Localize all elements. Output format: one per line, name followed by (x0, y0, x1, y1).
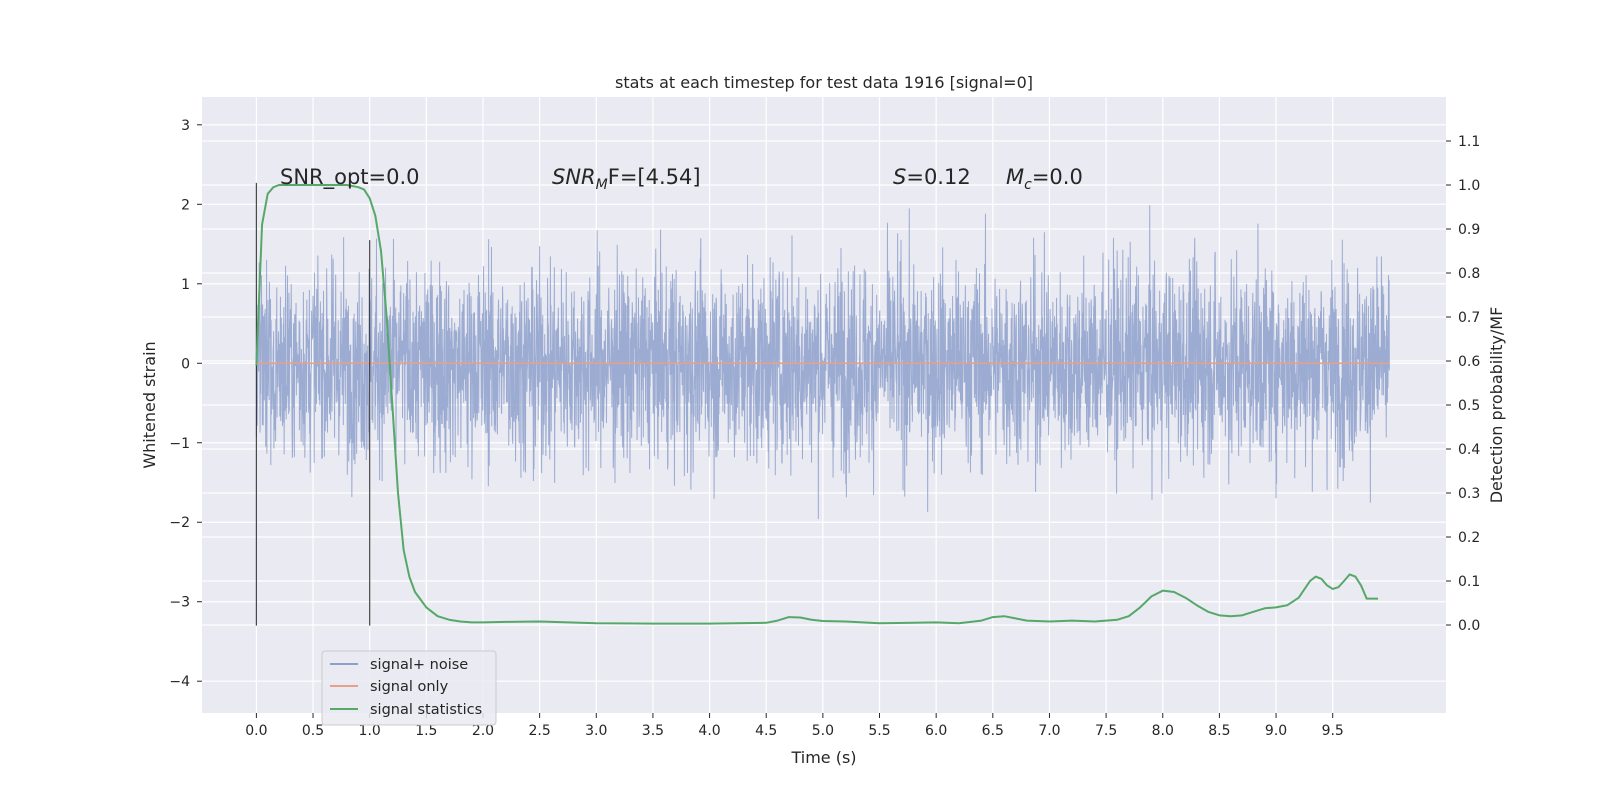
signal-statistics-series (255, 184, 1379, 625)
right-y-tick-label-5: 0.5 (1458, 398, 1480, 414)
legend-label-signal-only: signal only (370, 679, 449, 695)
x-tick-label-1: 0.5 (302, 723, 324, 739)
legend-label-signal-statistics: signal statistics (370, 702, 482, 718)
right-y-tick-label-4: 0.4 (1458, 442, 1480, 458)
right-y-tick-label-10: 1.0 (1458, 178, 1480, 194)
x-tick-label-16: 8.0 (1152, 723, 1174, 739)
x-tick-label-12: 6.0 (925, 723, 947, 739)
x-tick-label-9: 4.5 (755, 723, 777, 739)
snr-mf-prefix: SNR (552, 165, 596, 189)
x-tick-label-13: 6.5 (982, 723, 1004, 739)
y-axis-label: Whitened strain (140, 341, 159, 468)
right-y-tick-label-6: 0.6 (1458, 354, 1480, 370)
x-tick-label-17: 8.5 (1208, 723, 1230, 739)
right-y-tick-label-1: 0.1 (1458, 574, 1480, 590)
x-tick-label-7: 3.5 (642, 723, 664, 739)
mc-sub: c (1024, 177, 1032, 193)
y-tick-label-4: 0 (181, 356, 190, 372)
y-tick-label-6: 2 (181, 197, 190, 213)
s-symbol: S (893, 165, 906, 189)
right-y-gridlines (202, 140, 1446, 626)
mc-value: =0.0 (1032, 165, 1083, 189)
x-tick-label-0: 0.0 (245, 723, 267, 739)
x-tick-label-10: 5.0 (812, 723, 834, 739)
x-tick-label-2: 1.0 (359, 723, 381, 739)
x-tick-label-3: 1.5 (415, 723, 437, 739)
mc-symbol: M (1006, 165, 1024, 189)
snr-mf-suffix: F=[4.54] (608, 165, 701, 189)
x-tick-label-5: 2.5 (528, 723, 550, 739)
annotation-s: S=0.12 (893, 165, 971, 189)
annotation-snr-mf: SNRMF=[4.54] (552, 165, 701, 193)
vertical-markers (255, 182, 371, 626)
signal-noise-line (255, 205, 1390, 519)
right-y-tick-label-9: 0.9 (1458, 222, 1480, 238)
snr-mf-sub: M (596, 177, 608, 193)
y-tick-label-3: −1 (169, 436, 190, 452)
x-tick-label-8: 4.0 (698, 723, 720, 739)
signal-statistics-line (255, 184, 1379, 625)
y-tick-labels: −4 −3 −2 −1 0 1 2 3 (169, 118, 202, 690)
x-tick-labels: 0.0 0.5 1.0 1.5 2.0 2.5 3.0 3.5 4.0 4.5 5.0 5.5 6.0 6… (245, 713, 1344, 739)
s-value: =0.12 (906, 165, 970, 189)
x-tick-label-11: 5.5 (868, 723, 890, 739)
right-y-tick-label-0: 0.0 (1458, 618, 1480, 634)
signal-noise-series (255, 205, 1390, 519)
annotation-snr-opt: SNR_opt=0.0 (280, 165, 420, 190)
right-y-tick-label-3: 0.3 (1458, 486, 1480, 502)
legend-label-signal-noise: signal+ noise (370, 657, 468, 673)
legend-box (321, 650, 497, 726)
x-tick-label-15: 7.5 (1095, 723, 1117, 739)
y-tick-label-0: −4 (169, 674, 190, 690)
right-y-tick-labels: 0.0 0.1 0.2 0.3 0.4 0.5 0.6 0.7 0.8 0.9 1.0 1.1 (1446, 134, 1480, 634)
x-axis-label: Time (s) (790, 748, 856, 767)
right-y-tick-label-7: 0.7 (1458, 310, 1480, 326)
annotation-mc: Mc=0.0 (1006, 165, 1083, 193)
x-tick-label-19: 9.5 (1322, 723, 1344, 739)
right-y-tick-label-2: 0.2 (1458, 530, 1480, 546)
right-y-tick-label-11: 1.1 (1458, 134, 1480, 150)
y-tick-label-5: 1 (181, 277, 190, 293)
x-tick-label-18: 9.0 (1265, 723, 1287, 739)
right-y-axis-label: Detection probability/MF (1487, 307, 1506, 504)
x-tick-label-4: 2.0 (472, 723, 494, 739)
y-tick-label-2: −2 (169, 515, 190, 531)
y-tick-label-7: 3 (181, 118, 190, 134)
right-y-tick-label-8: 0.8 (1458, 266, 1480, 282)
y-tick-label-1: −3 (169, 595, 190, 611)
x-tick-label-14: 7.0 (1038, 723, 1060, 739)
chart-title: stats at each timestep for test data 191… (615, 73, 1033, 92)
legend: signal+ noise signal only signal statist… (321, 650, 497, 726)
x-tick-label-6: 3.0 (585, 723, 607, 739)
